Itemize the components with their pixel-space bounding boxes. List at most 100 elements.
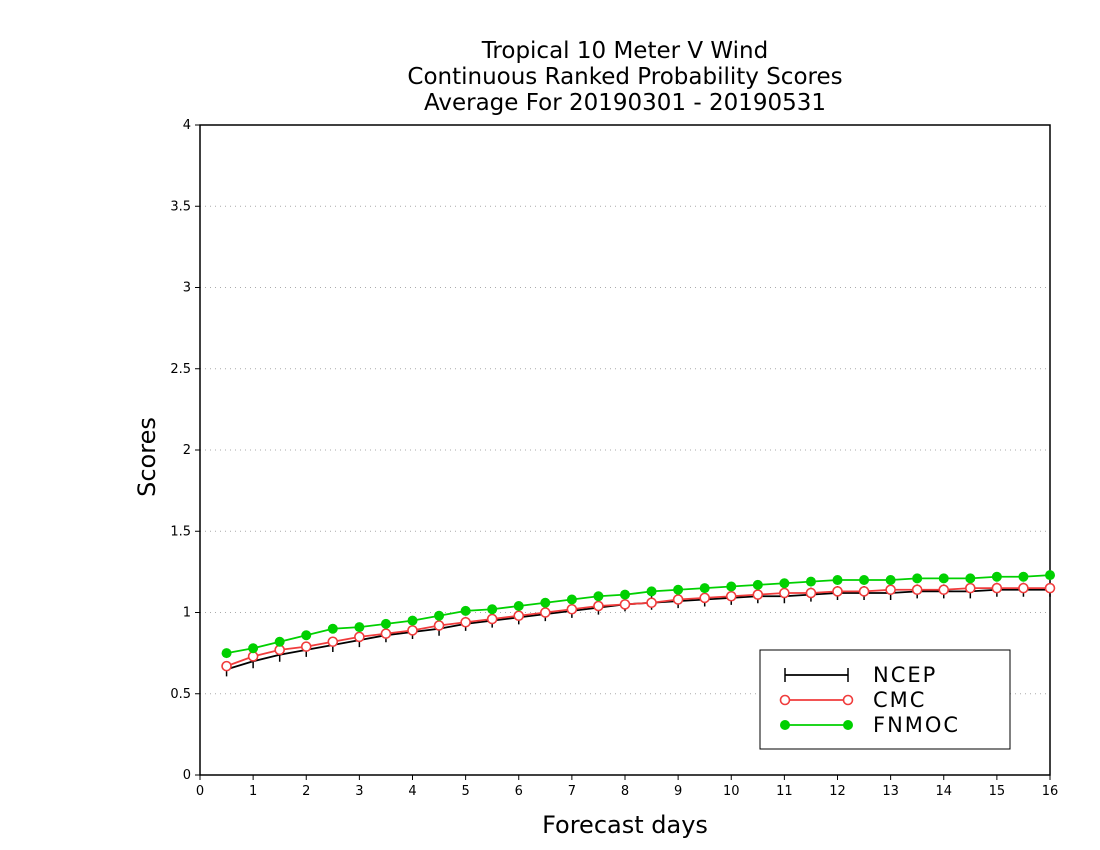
fnmoc-marker [380,618,391,629]
y-tick-label: 0 [183,768,191,783]
cmc-marker [699,592,710,604]
ncep-legend-entry: NCEP [784,663,937,687]
fnmoc-marker [221,648,232,659]
fnmoc-marker [274,636,285,647]
x-tick-label: 16 [1042,784,1059,799]
x-tick-label: 13 [882,784,899,799]
fnmoc-marker [513,601,524,611]
x-tick-label: 12 [829,784,846,799]
y-axis-label: Scores [133,417,161,497]
fnmoc-marker [885,575,896,585]
cmc-marker [965,582,976,594]
y-tick-label: 2 [183,443,191,458]
series-layer [221,570,1056,677]
cmc-marker [221,660,232,672]
x-tick-label: 4 [408,784,416,799]
cmc-marker [566,603,578,615]
x-tick-label: 14 [935,784,952,799]
fnmoc-marker [487,604,498,615]
cmc-series [221,582,1056,672]
cmc-marker [842,694,854,706]
cmc-marker [460,616,471,628]
cmc-marker [300,641,312,652]
fnmoc-marker [620,589,630,600]
cmc-marker [752,589,764,600]
cmc-marker [1018,582,1029,594]
cmc-marker [619,599,631,610]
fnmoc-marker [673,584,684,595]
fnmoc-marker [407,615,418,626]
cmc-marker [832,586,843,597]
y-tick-label: 3.5 [170,199,191,214]
cmc-marker [779,587,790,599]
x-tick-label: 15 [989,784,1006,799]
fnmoc-marker [912,573,923,584]
fnmoc-marker [593,591,604,602]
cmc-marker [354,631,365,643]
x-tick-label: 10 [723,784,740,799]
fnmoc-marker [1018,571,1029,582]
chart-title: Tropical 10 Meter V Wind Continuous Rank… [407,38,842,116]
fnmoc-marker [460,605,471,616]
x-tick-label: 7 [568,784,576,799]
cmc-marker [1044,582,1056,594]
x-tick-label: 2 [302,784,310,799]
cmc-legend-entry: CMC [779,688,924,712]
ncep-legend-label: NCEP [873,663,937,687]
title-line-2: Continuous Ranked Probability Scores [407,64,842,90]
fnmoc-marker [646,586,657,597]
cmc-marker [646,597,657,609]
fnmoc-marker [1045,570,1055,581]
y-tick-label: 1.5 [170,524,191,539]
fnmoc-marker [780,720,790,730]
x-tick-label: 6 [515,784,523,799]
axis-ticks: 00.511.522.533.540 1 2 3 4 5 6 7 8 9 10 11 12 13 14 15 1… [170,118,1058,799]
cmc-marker [407,625,418,636]
fnmoc-marker [726,581,737,592]
cmc-marker [672,594,684,605]
x-axis-label: Forecast days [542,811,708,839]
fnmoc-legend-entry: FNMOC [780,713,960,737]
fnmoc-marker [779,578,790,589]
cmc-marker [805,587,817,599]
cmc-marker [858,586,870,597]
fnmoc-marker [434,610,445,621]
fnmoc-marker [752,579,763,590]
fnmoc-marker [805,576,816,587]
fnmoc-marker [843,720,853,730]
cmc-marker [433,620,445,631]
cmc-marker [911,584,923,596]
fnmoc-marker [965,573,976,584]
fnmoc-marker [938,573,949,584]
cmc-marker [991,582,1003,594]
fnmoc-marker [354,622,365,633]
fnmoc-marker [859,575,870,585]
x-tick-label: 1 [249,784,257,799]
x-tick-label: 11 [776,784,793,799]
fnmoc-marker [248,643,259,654]
fnmoc-marker [832,575,843,585]
y-tick-label: 3 [183,281,191,296]
cmc-marker [380,628,392,639]
cmc-marker [486,613,498,625]
fnmoc-series [221,570,1055,659]
fnmoc-marker [991,571,1002,582]
fnmoc-marker [566,594,577,605]
y-tick-label: 4 [183,118,191,133]
cmc-marker [593,600,604,612]
title-line-1: Tropical 10 Meter V Wind [481,38,768,64]
fnmoc-legend-label: FNMOC [873,713,960,737]
y-tick-label: 1 [183,606,191,621]
cmc-marker [885,584,896,596]
fnmoc-marker [699,583,710,594]
y-tick-label: 2.5 [170,362,191,377]
fnmoc-marker [301,630,312,641]
cmc-marker [513,610,525,622]
fnmoc-marker [327,623,338,634]
y-tick-label: 0.5 [170,687,191,702]
x-tick-label: 8 [621,784,629,799]
x-tick-label: 3 [355,784,363,799]
cmc-marker [327,636,339,648]
